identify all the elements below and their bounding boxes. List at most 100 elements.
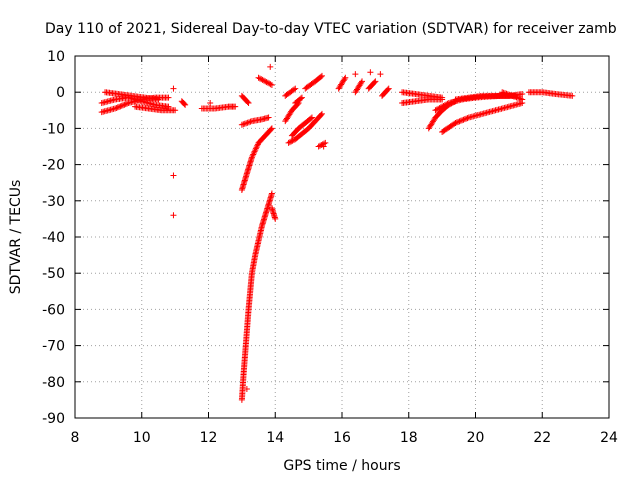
data-point xyxy=(243,386,250,393)
data-point xyxy=(436,105,443,112)
data-point xyxy=(440,102,447,109)
chart-title: Day 110 of 2021, Sidereal Day-to-day VTE… xyxy=(45,21,617,37)
data-point xyxy=(286,139,293,146)
data-point xyxy=(358,79,365,86)
data-point xyxy=(264,79,271,86)
data-point xyxy=(155,96,162,103)
data-point xyxy=(519,96,526,103)
data-point xyxy=(341,76,348,83)
data-point xyxy=(267,63,274,70)
data-point xyxy=(238,121,245,128)
data-point xyxy=(318,72,325,79)
data-point xyxy=(116,103,123,110)
x-axis-label: GPS time / hours xyxy=(283,458,400,474)
data-point xyxy=(503,90,510,97)
data-point xyxy=(359,78,366,85)
data-point xyxy=(316,142,323,149)
data-point xyxy=(262,78,269,85)
data-point xyxy=(514,94,521,101)
x-tick-label: 16 xyxy=(333,430,351,446)
x-tick-label: 18 xyxy=(400,430,418,446)
data-point xyxy=(317,73,324,80)
data-point xyxy=(165,94,172,101)
data-point xyxy=(181,100,188,107)
data-point xyxy=(182,101,189,108)
data-point xyxy=(113,104,120,111)
data-point xyxy=(165,103,172,110)
y-tick-label: -20 xyxy=(42,158,65,174)
data-point xyxy=(122,101,129,108)
data-point xyxy=(244,99,251,106)
y-tick-label: -90 xyxy=(42,411,65,427)
data-point xyxy=(248,154,255,161)
data-point xyxy=(318,110,325,117)
data-point xyxy=(268,81,275,88)
data-point xyxy=(510,93,517,100)
data-point xyxy=(307,115,314,122)
y-tick-label: -60 xyxy=(42,302,65,318)
data-point xyxy=(432,107,439,114)
data-point xyxy=(265,114,272,121)
tick-layer: 8 10 12 14 16 18 20 22 24 10 0 -10 -20 -30 -40 -50 -60 -7… xyxy=(42,49,618,446)
data-point xyxy=(499,89,506,96)
data-point xyxy=(569,92,576,99)
data-point xyxy=(268,190,275,197)
data-point xyxy=(258,76,265,83)
data-point xyxy=(371,79,378,86)
data-point xyxy=(170,85,177,92)
data-point xyxy=(451,120,458,127)
data-point xyxy=(516,95,523,102)
data-point xyxy=(249,152,256,159)
data-point xyxy=(285,139,292,146)
data-point xyxy=(260,77,267,84)
data-point xyxy=(246,119,253,126)
data-point xyxy=(252,145,259,152)
data-point xyxy=(457,117,464,124)
data-point xyxy=(267,81,274,88)
data-point xyxy=(517,95,524,102)
data-point xyxy=(452,119,459,126)
x-tick-label: 24 xyxy=(600,430,618,446)
y-axis-label: SDTVAR / TECUs xyxy=(8,180,24,295)
data-point xyxy=(291,86,298,93)
data-point xyxy=(254,142,261,149)
data-point xyxy=(117,103,124,110)
data-point xyxy=(507,92,514,99)
data-point xyxy=(112,105,119,112)
data-point xyxy=(500,89,507,96)
data-point xyxy=(255,74,262,81)
data-point xyxy=(121,101,128,108)
data-point xyxy=(245,100,252,107)
data-point xyxy=(437,104,444,111)
data-point xyxy=(435,105,442,112)
data-point xyxy=(253,144,260,151)
data-point xyxy=(443,101,450,108)
data-point xyxy=(170,172,177,179)
data-point xyxy=(308,114,315,121)
data-point xyxy=(441,102,448,109)
data-point xyxy=(456,118,463,125)
data-point xyxy=(377,71,384,78)
data-point xyxy=(241,120,248,127)
data-point xyxy=(259,76,266,83)
data-point xyxy=(367,69,374,76)
data-point xyxy=(170,212,177,219)
data-point xyxy=(120,102,127,109)
points-layer xyxy=(98,63,576,403)
y-tick-label: 0 xyxy=(56,85,65,101)
data-point xyxy=(297,95,304,102)
data-point xyxy=(266,80,273,87)
data-point xyxy=(504,91,511,98)
data-point xyxy=(385,85,392,92)
x-tick-label: 20 xyxy=(467,430,485,446)
x-tick-label: 10 xyxy=(133,430,151,446)
data-point xyxy=(243,120,250,127)
data-point xyxy=(256,75,263,82)
y-tick-label: -80 xyxy=(42,375,65,391)
data-point xyxy=(352,71,359,78)
data-point xyxy=(372,78,379,85)
data-point xyxy=(506,91,513,98)
data-point xyxy=(439,96,446,103)
data-point xyxy=(509,92,516,99)
